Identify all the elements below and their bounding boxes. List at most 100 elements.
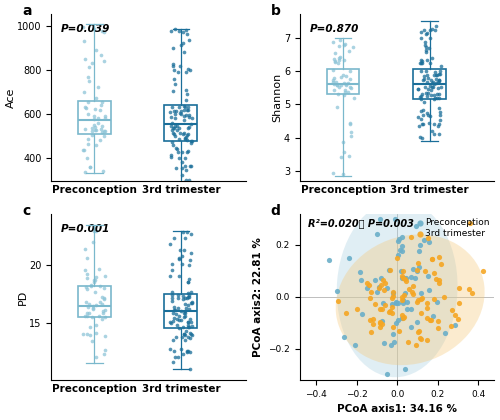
Point [335, 84, 343, 90]
Point [83, 275, 91, 281]
Point [84, 255, 92, 261]
Point [85, 310, 93, 317]
3rd trimester [455, 284, 463, 291]
3rd trimester [388, 304, 396, 311]
Point [435, 130, 443, 137]
Preconception [451, 322, 459, 329]
Point [339, 139, 347, 146]
Preconception [404, 306, 411, 312]
Point [82, 299, 90, 306]
Point [99, 310, 107, 316]
Point [340, 79, 348, 86]
Point [90, 278, 98, 285]
Point [349, 44, 357, 50]
Point [92, 302, 100, 308]
Point [346, 67, 354, 74]
Point [181, 307, 189, 314]
Point [97, 125, 105, 132]
Point [91, 126, 99, 133]
Preconception [358, 276, 366, 283]
Point [435, 77, 443, 84]
Point [85, 78, 93, 84]
3rd trimester [418, 295, 426, 302]
Preconception [392, 320, 400, 326]
3rd trimester [378, 281, 386, 288]
Preconception [351, 342, 359, 349]
Point [184, 37, 192, 43]
3rd trimester [406, 285, 413, 292]
Preconception [345, 254, 353, 261]
3rd trimester [424, 235, 432, 242]
Point [184, 148, 192, 155]
Point [178, 308, 186, 315]
3rd trimester [408, 289, 416, 295]
Point [179, 293, 187, 300]
Point [434, 72, 442, 79]
Point [179, 29, 187, 35]
Point [426, 83, 434, 89]
Point [178, 252, 186, 259]
Point [180, 130, 188, 137]
Point [178, 323, 186, 330]
Point [336, 57, 344, 64]
Point [166, 240, 174, 247]
Point [188, 332, 196, 339]
Point [84, 141, 92, 148]
3rd trimester [400, 292, 407, 299]
Point [185, 306, 193, 312]
Point [79, 330, 87, 337]
Point [88, 306, 96, 312]
Y-axis label: PD: PD [18, 289, 28, 304]
Point [184, 302, 192, 309]
Point [168, 126, 175, 133]
3rd trimester [412, 341, 420, 348]
3rd trimester [426, 317, 434, 323]
Point [182, 112, 190, 118]
Point [82, 310, 90, 316]
Point [90, 113, 98, 120]
Point [416, 94, 424, 101]
Point [422, 47, 430, 53]
Point [175, 28, 183, 34]
Preconception [391, 216, 399, 223]
Point [182, 68, 190, 75]
Point [96, 283, 104, 289]
Point [91, 289, 99, 296]
3rd trimester [459, 385, 467, 392]
Point [100, 128, 108, 134]
Point [174, 316, 182, 323]
Point [188, 250, 196, 257]
Point [180, 331, 188, 338]
3rd trimester [430, 269, 438, 276]
3rd trimester [388, 309, 396, 316]
3rd trimester [398, 294, 406, 301]
3rd trimester [420, 268, 428, 274]
Preconception [399, 300, 407, 307]
Point [180, 107, 188, 113]
Preconception [376, 275, 384, 282]
Point [171, 26, 179, 32]
Point [418, 135, 426, 142]
Point [174, 256, 182, 262]
Preconception [394, 252, 402, 259]
Point [88, 60, 96, 66]
Point [184, 334, 192, 341]
Point [175, 255, 183, 261]
Point [188, 299, 196, 305]
Point [421, 39, 429, 45]
3rd trimester [434, 324, 442, 331]
3rd trimester [435, 254, 443, 261]
Point [428, 84, 436, 91]
Point [100, 168, 108, 174]
Point [88, 338, 96, 344]
Preconception [363, 284, 371, 291]
3rd trimester [378, 306, 386, 312]
Y-axis label: Shannon: Shannon [272, 73, 282, 122]
Point [90, 26, 98, 32]
3rd trimester [353, 305, 361, 312]
Preconception [398, 247, 406, 254]
Preconception [424, 239, 432, 246]
Point [340, 57, 348, 63]
Point [169, 309, 177, 316]
Point [183, 228, 191, 235]
